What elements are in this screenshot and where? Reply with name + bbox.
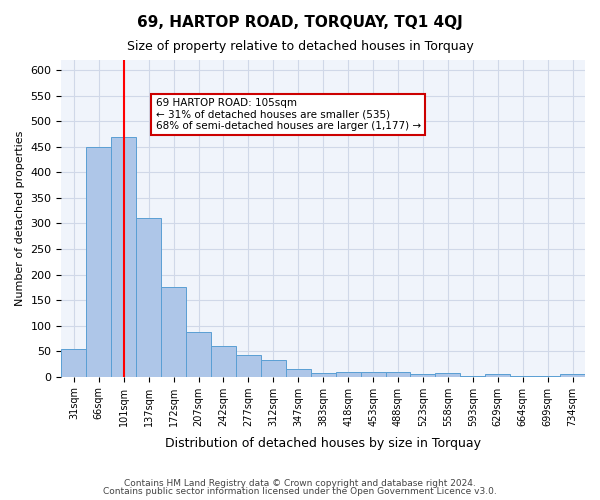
Y-axis label: Number of detached properties: Number of detached properties bbox=[15, 130, 25, 306]
Bar bbox=[335, 372, 361, 376]
Bar bbox=[136, 218, 161, 376]
Bar bbox=[361, 372, 386, 376]
Text: Contains HM Land Registry data © Crown copyright and database right 2024.: Contains HM Land Registry data © Crown c… bbox=[124, 478, 476, 488]
Bar bbox=[386, 372, 410, 376]
Bar bbox=[485, 374, 510, 376]
Bar bbox=[286, 369, 311, 376]
Bar bbox=[236, 355, 261, 376]
Bar bbox=[161, 288, 186, 376]
Bar bbox=[261, 360, 286, 376]
Text: 69, HARTOP ROAD, TORQUAY, TQ1 4QJ: 69, HARTOP ROAD, TORQUAY, TQ1 4QJ bbox=[137, 15, 463, 30]
Bar bbox=[311, 372, 335, 376]
Bar bbox=[560, 374, 585, 376]
Bar bbox=[186, 332, 211, 376]
Text: 69 HARTOP ROAD: 105sqm
← 31% of detached houses are smaller (535)
68% of semi-de: 69 HARTOP ROAD: 105sqm ← 31% of detached… bbox=[155, 98, 421, 131]
Text: Size of property relative to detached houses in Torquay: Size of property relative to detached ho… bbox=[127, 40, 473, 53]
Bar bbox=[111, 136, 136, 376]
Bar bbox=[410, 374, 436, 376]
Bar bbox=[211, 346, 236, 376]
Bar bbox=[436, 372, 460, 376]
Bar bbox=[86, 147, 111, 376]
X-axis label: Distribution of detached houses by size in Torquay: Distribution of detached houses by size … bbox=[165, 437, 481, 450]
Text: Contains public sector information licensed under the Open Government Licence v3: Contains public sector information licen… bbox=[103, 487, 497, 496]
Bar bbox=[61, 348, 86, 376]
